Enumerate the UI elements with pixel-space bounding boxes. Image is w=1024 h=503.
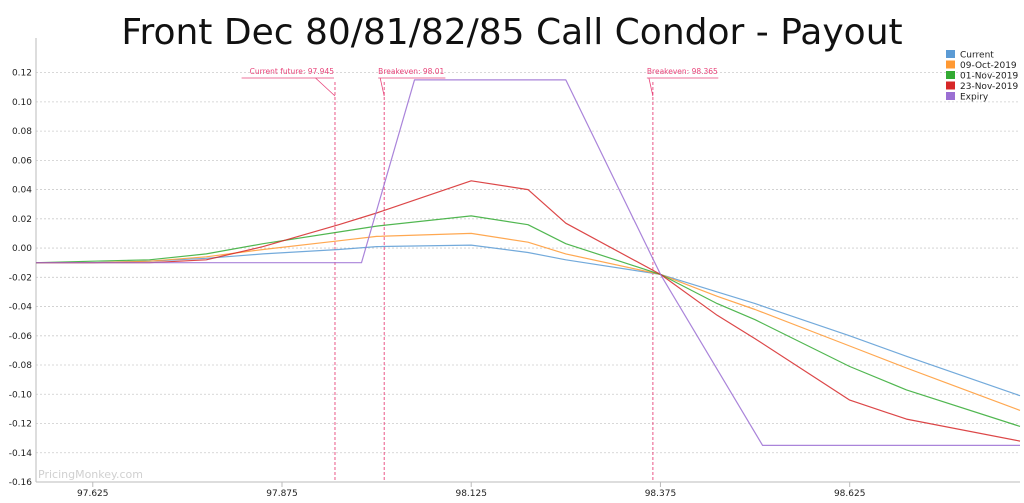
- y-tick-label: 0.10: [12, 98, 32, 108]
- y-tick-label: -0.04: [9, 303, 33, 313]
- series-line-3: [36, 180, 1021, 442]
- legend-swatch: [946, 81, 955, 90]
- chart-title: Front Dec 80/81/82/85 Call Condor - Payo…: [121, 12, 902, 53]
- annotation-label: Current future: 97.945: [250, 67, 335, 76]
- legend-swatch: [946, 92, 955, 100]
- watermark: PricingMonkey.com: [38, 468, 143, 481]
- annotation-connector: [379, 77, 385, 97]
- legend-label: 01-Nov-2019: [960, 72, 1018, 82]
- legend-label: Current: [960, 51, 994, 61]
- series-line-1: [36, 232, 1021, 411]
- legend-label: Expiry: [960, 93, 989, 103]
- y-tick-label: 0.08: [12, 127, 32, 137]
- x-tick-label: 98.625: [834, 489, 866, 499]
- x-tick-label: 98.375: [645, 489, 677, 499]
- annotations: Current future: 97.945 Breakeven: 98.01 Br…: [241, 67, 719, 482]
- legend-label: 09-Oct-2019: [960, 61, 1017, 71]
- annotation-label: Breakeven: 98.01: [378, 67, 444, 76]
- y-tick-label: -0.06: [9, 332, 33, 342]
- y-tick-label: -0.14: [9, 449, 33, 459]
- y-tick-label: -0.12: [9, 420, 32, 430]
- annotation-connector: [648, 77, 654, 97]
- annotation-connector: [315, 77, 336, 97]
- x-tick-label: 97.625: [77, 489, 109, 499]
- series-line-4: [36, 79, 1020, 446]
- series-line-0: [36, 244, 1021, 397]
- x-tick-label: 97.875: [266, 489, 298, 499]
- series-lines: [35, 79, 1021, 446]
- y-tick-label: -0.08: [9, 361, 33, 371]
- x-tick-label: 98.125: [455, 489, 487, 499]
- annotation-label: Breakeven: 98.365: [647, 67, 718, 76]
- y-tick-label: 0.00: [12, 244, 32, 254]
- y-tick-label: 0.04: [12, 186, 32, 196]
- legend-swatch: [946, 60, 955, 69]
- y-tick-label: 0.12: [12, 69, 32, 79]
- series-line-2: [35, 215, 1021, 427]
- y-tick-label: -0.02: [9, 273, 32, 283]
- legend-swatch: [946, 50, 955, 58]
- y-tick-label: 0.06: [12, 156, 32, 166]
- legend-swatch: [946, 71, 955, 79]
- legend: Current09-Oct-201901-Nov-201923-Nov-2019…: [946, 50, 1018, 103]
- legend-label: 23-Nov-2019: [960, 82, 1018, 92]
- y-tick-label: -0.16: [9, 478, 33, 488]
- y-tick-label: 0.02: [12, 215, 32, 225]
- y-tick-label: -0.10: [9, 390, 33, 400]
- gridlines: [36, 72, 1020, 483]
- axes: 0.12 0.10 0.08 0.06 0.04 0.02 0.00 -0.02 -0.04 -0…: [9, 38, 1020, 499]
